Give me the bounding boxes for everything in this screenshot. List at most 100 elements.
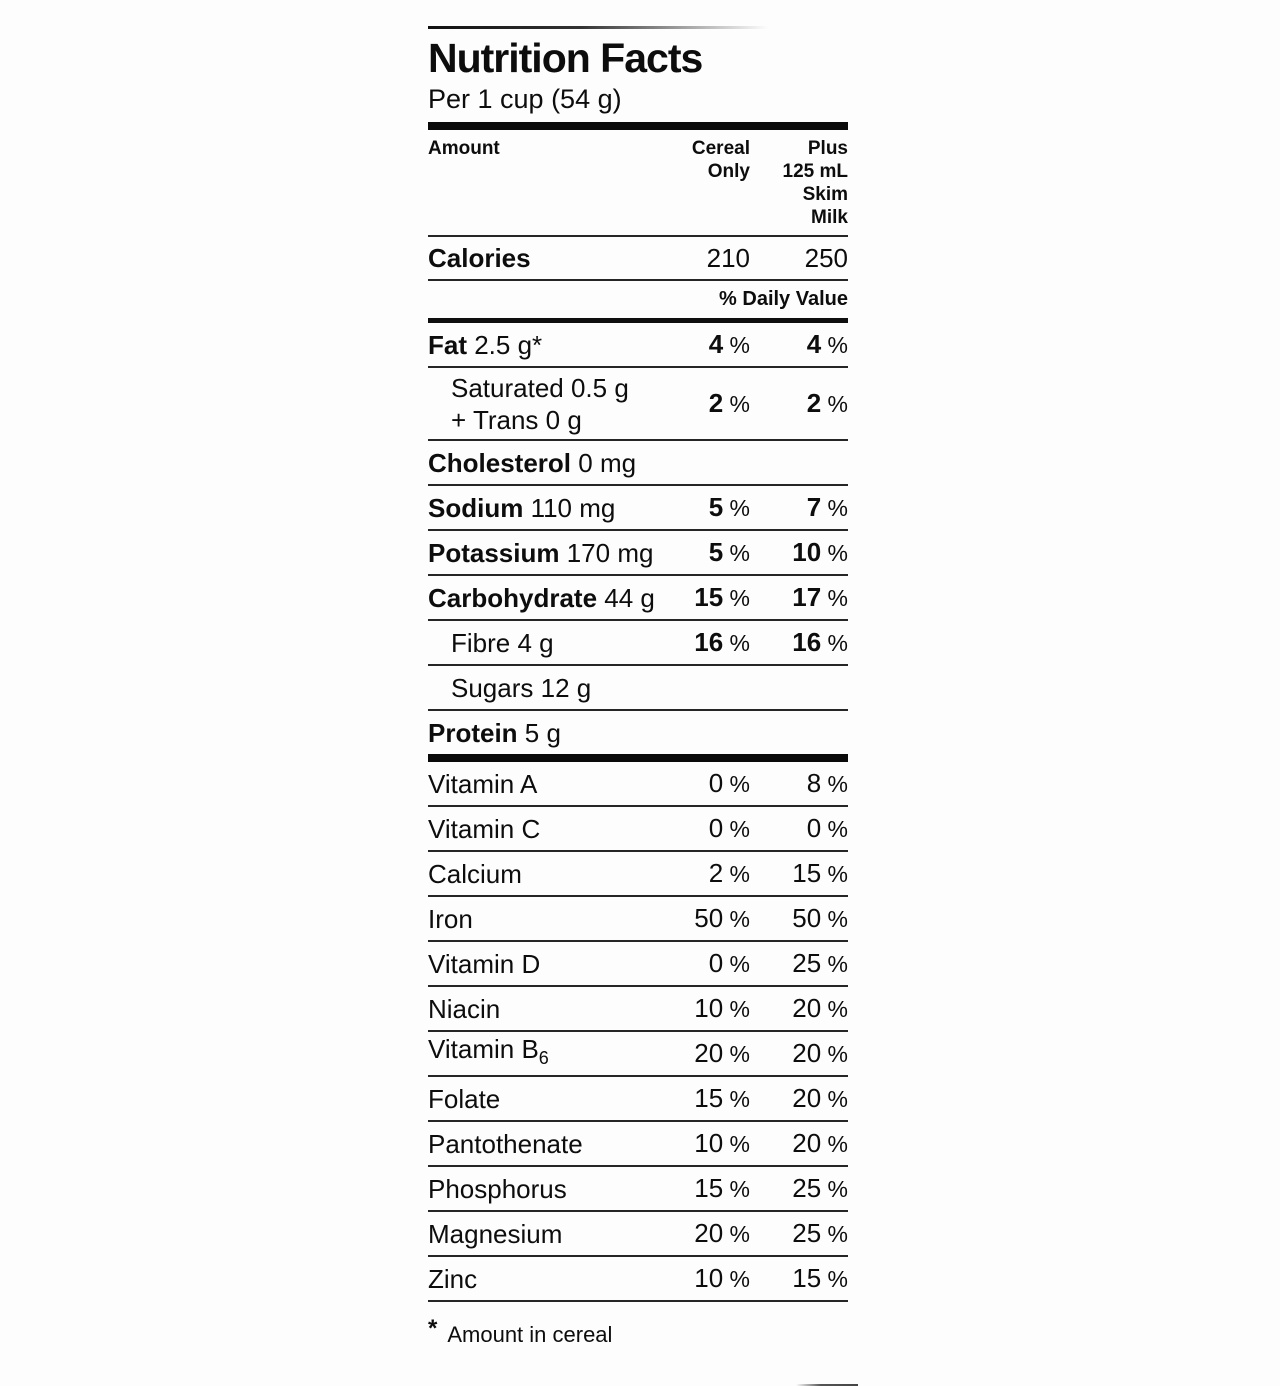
row-pantothenate: Pantothenate 10 % 20 %	[428, 1122, 848, 1165]
value-vitamin-c-c1: 0 %	[708, 813, 750, 843]
value-vitamin-b6-c2: 20 %	[792, 1038, 848, 1068]
row-magnesium: Magnesium 20 % 25 %	[428, 1212, 848, 1255]
value-phosphorus-c1: 15 %	[694, 1173, 750, 1203]
divider-thin	[428, 805, 848, 807]
value-carbohydrate-c2: 17 %	[792, 582, 848, 612]
label-folate: Folate	[428, 1083, 501, 1114]
value-zinc-c2: 15 %	[792, 1263, 848, 1293]
label-cholesterol: Cholesterol 0 mg	[428, 447, 637, 478]
label-saturated-trans: Saturated 0.5 g + Trans 0 g	[451, 372, 629, 435]
column-header-amount: Amount	[428, 138, 500, 159]
divider-thin	[428, 1075, 848, 1077]
value-iron-c1: 50 %	[694, 903, 750, 933]
row-iron: Iron 50 % 50 %	[428, 897, 848, 940]
row-protein: Protein 5 g	[428, 711, 848, 754]
value-fat-c1: 4 %	[708, 329, 750, 359]
label-pantothenate: Pantothenate	[428, 1128, 583, 1159]
value-vitamin-b6-c1: 20 %	[694, 1038, 750, 1068]
label-vitamin-d: Vitamin D	[428, 948, 541, 979]
value-potassium-c2: 10 %	[792, 537, 848, 567]
value-iron-c2: 50 %	[792, 903, 848, 933]
divider-thin	[428, 1030, 848, 1032]
footnote-text: Amount in cereal	[447, 1322, 613, 1347]
value-fat-c2: 4 %	[806, 329, 848, 359]
value-saturated-trans-c2: 2 %	[806, 388, 848, 418]
footnote: * Amount in cereal	[428, 1315, 848, 1348]
divider-thin	[428, 1120, 848, 1122]
value-sodium-c1: 5 %	[708, 492, 750, 522]
row-carbohydrate: Carbohydrate 44 g 15 % 17 %	[428, 576, 848, 619]
value-niacin-c2: 20 %	[792, 993, 848, 1023]
divider-thin	[428, 529, 848, 531]
label-magnesium: Magnesium	[428, 1218, 563, 1249]
divider-thin	[428, 850, 848, 852]
value-vitamin-d-c2: 25 %	[792, 948, 848, 978]
divider-thin	[428, 619, 848, 621]
divider-thin	[428, 985, 848, 987]
value-zinc-c1: 10 %	[694, 1263, 750, 1293]
divider-thin	[428, 439, 848, 441]
divider-thin	[428, 1165, 848, 1167]
value-carbohydrate-c1: 15 %	[694, 582, 750, 612]
label-vitamin-c: Vitamin C	[428, 813, 541, 844]
row-vitamin-b6: Vitamin B6 20 % 20 %	[428, 1032, 848, 1075]
value-vitamin-a-c1: 0 %	[708, 768, 750, 798]
divider-thin	[428, 235, 848, 237]
value-fibre-c1: 16 %	[694, 627, 750, 657]
calories-row: Calories 210 250	[428, 237, 848, 279]
label-carbohydrate: Carbohydrate 44 g	[428, 582, 655, 613]
column-header-row: Amount Cereal Only Plus 125 mL Skim Milk	[428, 130, 848, 235]
label-fibre: Fibre 4 g	[451, 627, 554, 658]
value-magnesium-c1: 20 %	[694, 1218, 750, 1248]
divider-thin	[428, 1210, 848, 1212]
divider-thin	[428, 574, 848, 576]
page-title: Nutrition Facts	[428, 35, 703, 81]
divider-heavy	[428, 754, 848, 762]
value-pantothenate-c2: 20 %	[792, 1128, 848, 1158]
footnote-asterisk: *	[428, 1315, 438, 1342]
label-vitamin-a: Vitamin A	[428, 768, 538, 799]
value-folate-c1: 15 %	[694, 1083, 750, 1113]
value-vitamin-a-c2: 8 %	[806, 768, 848, 798]
row-vitamin-d: Vitamin D 0 % 25 %	[428, 942, 848, 985]
daily-value-label: % Daily Value	[719, 288, 848, 310]
row-phosphorus: Phosphorus 15 % 25 %	[428, 1167, 848, 1210]
label-phosphorus: Phosphorus	[428, 1173, 567, 1204]
calories-label: Calories	[428, 242, 531, 273]
value-saturated-trans-c1: 2 %	[708, 388, 750, 418]
label-iron: Iron	[428, 903, 473, 934]
column-header-plus-skim-milk: Plus 125 mL Skim Milk	[782, 138, 848, 228]
value-calcium-c1: 2 %	[708, 858, 750, 888]
row-sugars: Sugars 12 g	[428, 666, 848, 709]
value-pantothenate-c1: 10 %	[694, 1128, 750, 1158]
row-calcium: Calcium 2 % 15 %	[428, 852, 848, 895]
calories-cereal-value: 210	[706, 242, 750, 273]
value-calcium-c2: 15 %	[792, 858, 848, 888]
column-header-cereal-only: Cereal Only	[691, 138, 750, 182]
divider-thin	[428, 1255, 848, 1257]
divider-thin	[428, 484, 848, 486]
row-niacin: Niacin 10 % 20 %	[428, 987, 848, 1030]
value-phosphorus-c2: 25 %	[792, 1173, 848, 1203]
value-fibre-c2: 16 %	[792, 627, 848, 657]
row-folate: Folate 15 % 20 %	[428, 1077, 848, 1120]
value-sodium-c2: 7 %	[806, 492, 848, 522]
label-protein: Protein 5 g	[428, 717, 561, 748]
row-sodium: Sodium 110 mg 5 % 7 %	[428, 486, 848, 529]
label-sodium: Sodium 110 mg	[428, 492, 616, 523]
row-zinc: Zinc 10 % 15 %	[428, 1257, 848, 1300]
row-potassium: Potassium 170 mg 5 % 10 %	[428, 531, 848, 574]
calories-milk-value: 250	[804, 242, 848, 273]
divider-thin	[428, 709, 848, 711]
divider-thin	[428, 366, 848, 368]
row-saturated-trans: Saturated 0.5 g + Trans 0 g 2 % 2 %	[428, 368, 848, 439]
label-zinc: Zinc	[428, 1263, 478, 1294]
value-vitamin-c-c2: 0 %	[806, 813, 848, 843]
value-potassium-c1: 5 %	[708, 537, 750, 567]
label-fat: Fat 2.5 g*	[428, 329, 543, 360]
daily-value-header-row: % Daily Value	[428, 281, 848, 318]
divider-thin	[428, 279, 848, 281]
divider-thin	[428, 664, 848, 666]
nutrition-label-scan: { "header": { "title": "Nutrition Facts"…	[428, 26, 858, 1386]
divider-thin	[428, 1300, 848, 1302]
